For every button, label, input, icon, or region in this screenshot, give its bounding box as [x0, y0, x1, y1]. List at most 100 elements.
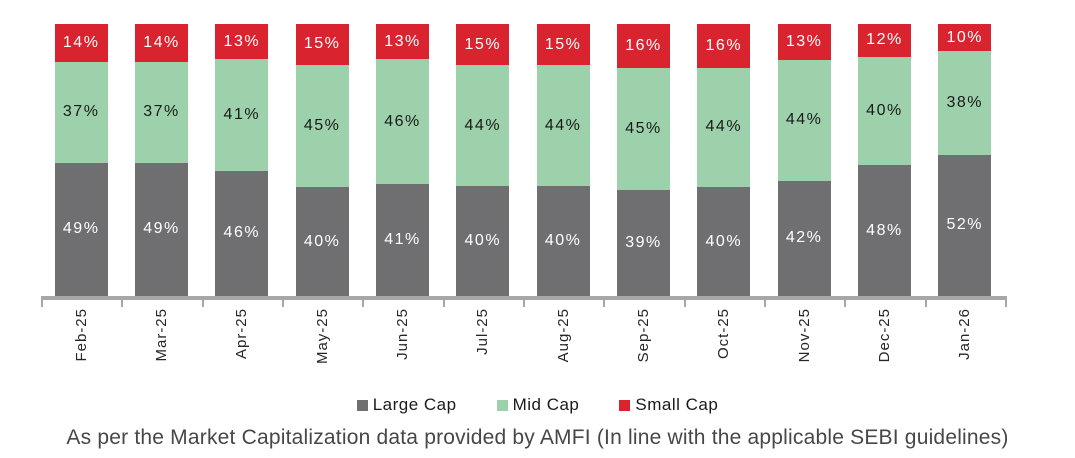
- axis-tick: [764, 300, 766, 307]
- axis-tick: [844, 300, 847, 307]
- x-axis-label-mar-25: Mar-25: [152, 308, 170, 362]
- legend-label: Large Cap: [372, 395, 457, 414]
- x-axis-label-jun-25: Jun-25: [393, 308, 411, 360]
- x-label-slot: Jun-25: [362, 308, 442, 380]
- stacked-bar-nov-25: 13% 44% 42%: [777, 24, 831, 296]
- stacked-bar-jul-25: 15% 44% 40%: [456, 24, 510, 296]
- x-label-slot: Feb-25: [41, 308, 121, 380]
- segment-small-cap: 16%: [616, 24, 670, 68]
- bar-slot-mar-25: 14% 37% 49%: [121, 24, 201, 296]
- legend-label: Small Cap: [635, 395, 719, 414]
- data-label-mid-cap: 44%: [705, 118, 743, 136]
- segment-mid-cap: 44%: [456, 65, 510, 187]
- data-label-large-cap: 46%: [223, 224, 261, 242]
- axis-tick: [201, 300, 204, 307]
- legend-item-small-cap: Small Cap: [619, 395, 718, 415]
- x-axis-label-sep-25: Sep-25: [634, 308, 652, 363]
- stacked-bar-jan-26: 10% 38% 52%: [938, 24, 992, 296]
- data-label-large-cap: 49%: [143, 220, 180, 238]
- legend-label: Mid Cap: [512, 395, 580, 414]
- stacked-bar-oct-25: 16% 44% 40%: [697, 24, 751, 296]
- x-label-slot: Oct-25: [684, 308, 764, 380]
- segment-large-cap: 49%: [54, 162, 108, 296]
- x-axis-label-jan-26: Jan-26: [956, 308, 974, 360]
- x-label-slot: Nov-25: [764, 308, 844, 380]
- data-label-small-cap: 13%: [785, 32, 823, 50]
- data-label-mid-cap: 37%: [143, 103, 180, 121]
- x-axis-line: [41, 296, 1007, 300]
- segment-large-cap: 40%: [456, 186, 510, 296]
- legend: Large Cap Mid Cap Small Cap: [0, 395, 1075, 415]
- segment-mid-cap: 44%: [536, 65, 590, 187]
- bar-slot-aug-25: 15% 44% 40%: [523, 24, 603, 296]
- stacked-bar-dec-25: 12% 40% 48%: [857, 24, 911, 296]
- segment-mid-cap: 44%: [697, 67, 751, 188]
- bar-slot-apr-25: 13% 41% 46%: [202, 24, 282, 296]
- data-label-small-cap: 10%: [946, 28, 984, 46]
- segment-small-cap: 15%: [536, 24, 590, 66]
- x-label-slot: May-25: [282, 308, 362, 380]
- data-label-mid-cap: 44%: [464, 116, 502, 134]
- segment-large-cap: 42%: [777, 180, 831, 296]
- chart-caption: As per the Market Capitalization data pr…: [66, 426, 1009, 449]
- bar-slot-oct-25: 16% 44% 40%: [684, 24, 764, 296]
- bar-slot-nov-25: 13% 44% 42%: [764, 24, 844, 296]
- data-label-small-cap: 16%: [705, 36, 743, 54]
- bar-slot-jul-25: 15% 44% 40%: [443, 24, 523, 296]
- stacked-bar-sep-25: 16% 45% 39%: [616, 24, 670, 296]
- axis-tick: [603, 300, 606, 307]
- data-label-large-cap: 39%: [625, 233, 662, 251]
- segment-mid-cap: 40%: [857, 56, 911, 166]
- segment-mid-cap: 45%: [295, 64, 349, 188]
- segment-large-cap: 41%: [375, 184, 429, 296]
- data-label-small-cap: 14%: [143, 34, 180, 52]
- x-label-slot: Jul-25: [443, 308, 523, 380]
- x-axis-label-oct-25: Oct-25: [715, 308, 733, 360]
- data-label-small-cap: 12%: [866, 31, 903, 49]
- segment-small-cap: 14%: [54, 24, 108, 63]
- data-label-mid-cap: 40%: [866, 102, 903, 120]
- data-label-small-cap: 13%: [223, 32, 261, 50]
- segment-mid-cap: 41%: [215, 59, 269, 171]
- segment-small-cap: 15%: [295, 24, 349, 65]
- axis-tick: [121, 300, 124, 307]
- segment-large-cap: 52%: [938, 154, 992, 296]
- bar-slot-dec-25: 12% 40% 48%: [844, 24, 924, 296]
- x-label-slot: Dec-25: [844, 308, 924, 380]
- segment-mid-cap: 37%: [134, 62, 188, 163]
- segment-small-cap: 10%: [938, 24, 992, 52]
- bar-slot-sep-25: 16% 45% 39%: [603, 24, 683, 296]
- x-label-slot: Mar-25: [121, 308, 201, 380]
- segment-small-cap: 12%: [857, 24, 911, 57]
- data-label-mid-cap: 41%: [223, 106, 261, 124]
- data-label-mid-cap: 45%: [625, 119, 662, 137]
- data-label-large-cap: 40%: [544, 232, 582, 250]
- data-label-mid-cap: 46%: [384, 112, 421, 130]
- data-label-mid-cap: 44%: [544, 116, 582, 134]
- bar-slot-feb-25: 14% 37% 49%: [41, 24, 121, 296]
- data-label-mid-cap: 38%: [946, 93, 984, 111]
- segment-large-cap: 40%: [697, 187, 751, 296]
- axis-tick: [683, 300, 686, 307]
- data-label-small-cap: 15%: [464, 35, 502, 53]
- data-label-mid-cap: 45%: [303, 116, 341, 134]
- data-label-large-cap: 48%: [866, 221, 903, 239]
- x-axis-label-aug-25: Aug-25: [554, 308, 572, 363]
- data-label-large-cap: 41%: [384, 231, 421, 249]
- axis-tick: [362, 300, 365, 307]
- legend-item-mid-cap: Mid Cap: [496, 395, 580, 415]
- x-label-slot: Aug-25: [523, 308, 603, 380]
- segment-mid-cap: 38%: [938, 51, 992, 155]
- segment-small-cap: 13%: [215, 24, 269, 60]
- legend-swatch-icon: [619, 399, 631, 411]
- segment-large-cap: 48%: [857, 165, 911, 296]
- data-label-large-cap: 42%: [785, 229, 823, 247]
- x-axis-label-may-25: May-25: [313, 308, 331, 365]
- bar-slot-may-25: 15% 45% 40%: [282, 24, 362, 296]
- data-label-large-cap: 40%: [303, 232, 341, 250]
- data-label-small-cap: 16%: [625, 36, 662, 54]
- data-label-small-cap: 15%: [303, 35, 341, 53]
- x-label-slot: Sep-25: [603, 308, 683, 380]
- segment-large-cap: 40%: [295, 187, 349, 296]
- data-label-large-cap: 52%: [946, 216, 984, 234]
